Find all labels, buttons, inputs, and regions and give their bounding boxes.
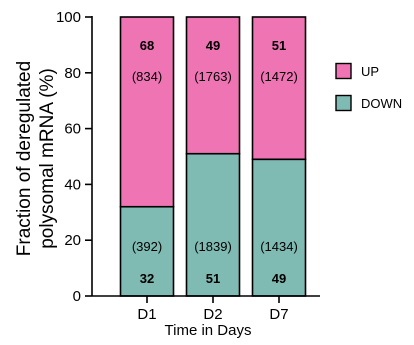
legend-swatch-down	[335, 94, 352, 112]
count-label-down-d2: (1839)	[194, 239, 232, 254]
x-tick-label-d7: D7	[269, 306, 288, 323]
y-axis: 0 20 40 60 80 100	[56, 9, 93, 305]
legend-swatch-up	[335, 62, 352, 80]
x-tick-label-d1: D1	[137, 306, 156, 323]
value-label-down-d2: 51	[206, 271, 220, 286]
y-axis-title-line-1: Fraction of deregulated	[14, 61, 35, 256]
count-label-down-d1: (392)	[132, 239, 162, 254]
bar-down-d2	[185, 152, 241, 297]
y-tick-label-80: 80	[64, 65, 81, 82]
value-label-up-d1: 68	[140, 38, 154, 53]
value-label-up-d2: 49	[206, 38, 220, 53]
x-tick-label-d2: D2	[203, 306, 222, 323]
legend-label-up: UP	[361, 64, 379, 79]
bar-up-d1	[119, 16, 175, 208]
bar-up-d2	[185, 16, 241, 155]
count-label-up-d1: (834)	[132, 69, 162, 84]
y-tick-label-0: 0	[73, 288, 81, 305]
bar-down-d7	[251, 158, 307, 297]
bar-up-d7	[251, 16, 307, 161]
value-label-down-d1: 32	[140, 271, 154, 286]
x-axis-title: Time in Days	[165, 322, 252, 339]
bars	[119, 16, 307, 297]
y-tick-label-40: 40	[64, 176, 81, 193]
count-label-up-d7: (1472)	[260, 69, 298, 84]
y-tick-label-20: 20	[64, 232, 81, 249]
value-label-up-d7: 51	[272, 38, 286, 53]
count-label-up-d2: (1763)	[194, 69, 232, 84]
y-axis-title-line-2: polysomal mRNA (%)	[37, 68, 58, 249]
count-label-down-d7: (1434)	[260, 239, 298, 254]
x-axis: D1 D2 D7	[92, 295, 320, 323]
y-tick-label-100: 100	[56, 9, 81, 26]
bar-labels: 32 (392) 68 (834) 51 (1839) 49 (1763) 49 (1434) 51…	[132, 38, 298, 286]
value-label-down-d7: 49	[272, 271, 286, 286]
y-tick-label-60: 60	[64, 121, 81, 138]
legend: UP DOWN	[335, 62, 402, 112]
y-axis-title: Fraction of deregulated polysomal mRNA (%…	[14, 61, 58, 256]
legend-label-down: DOWN	[361, 96, 402, 111]
